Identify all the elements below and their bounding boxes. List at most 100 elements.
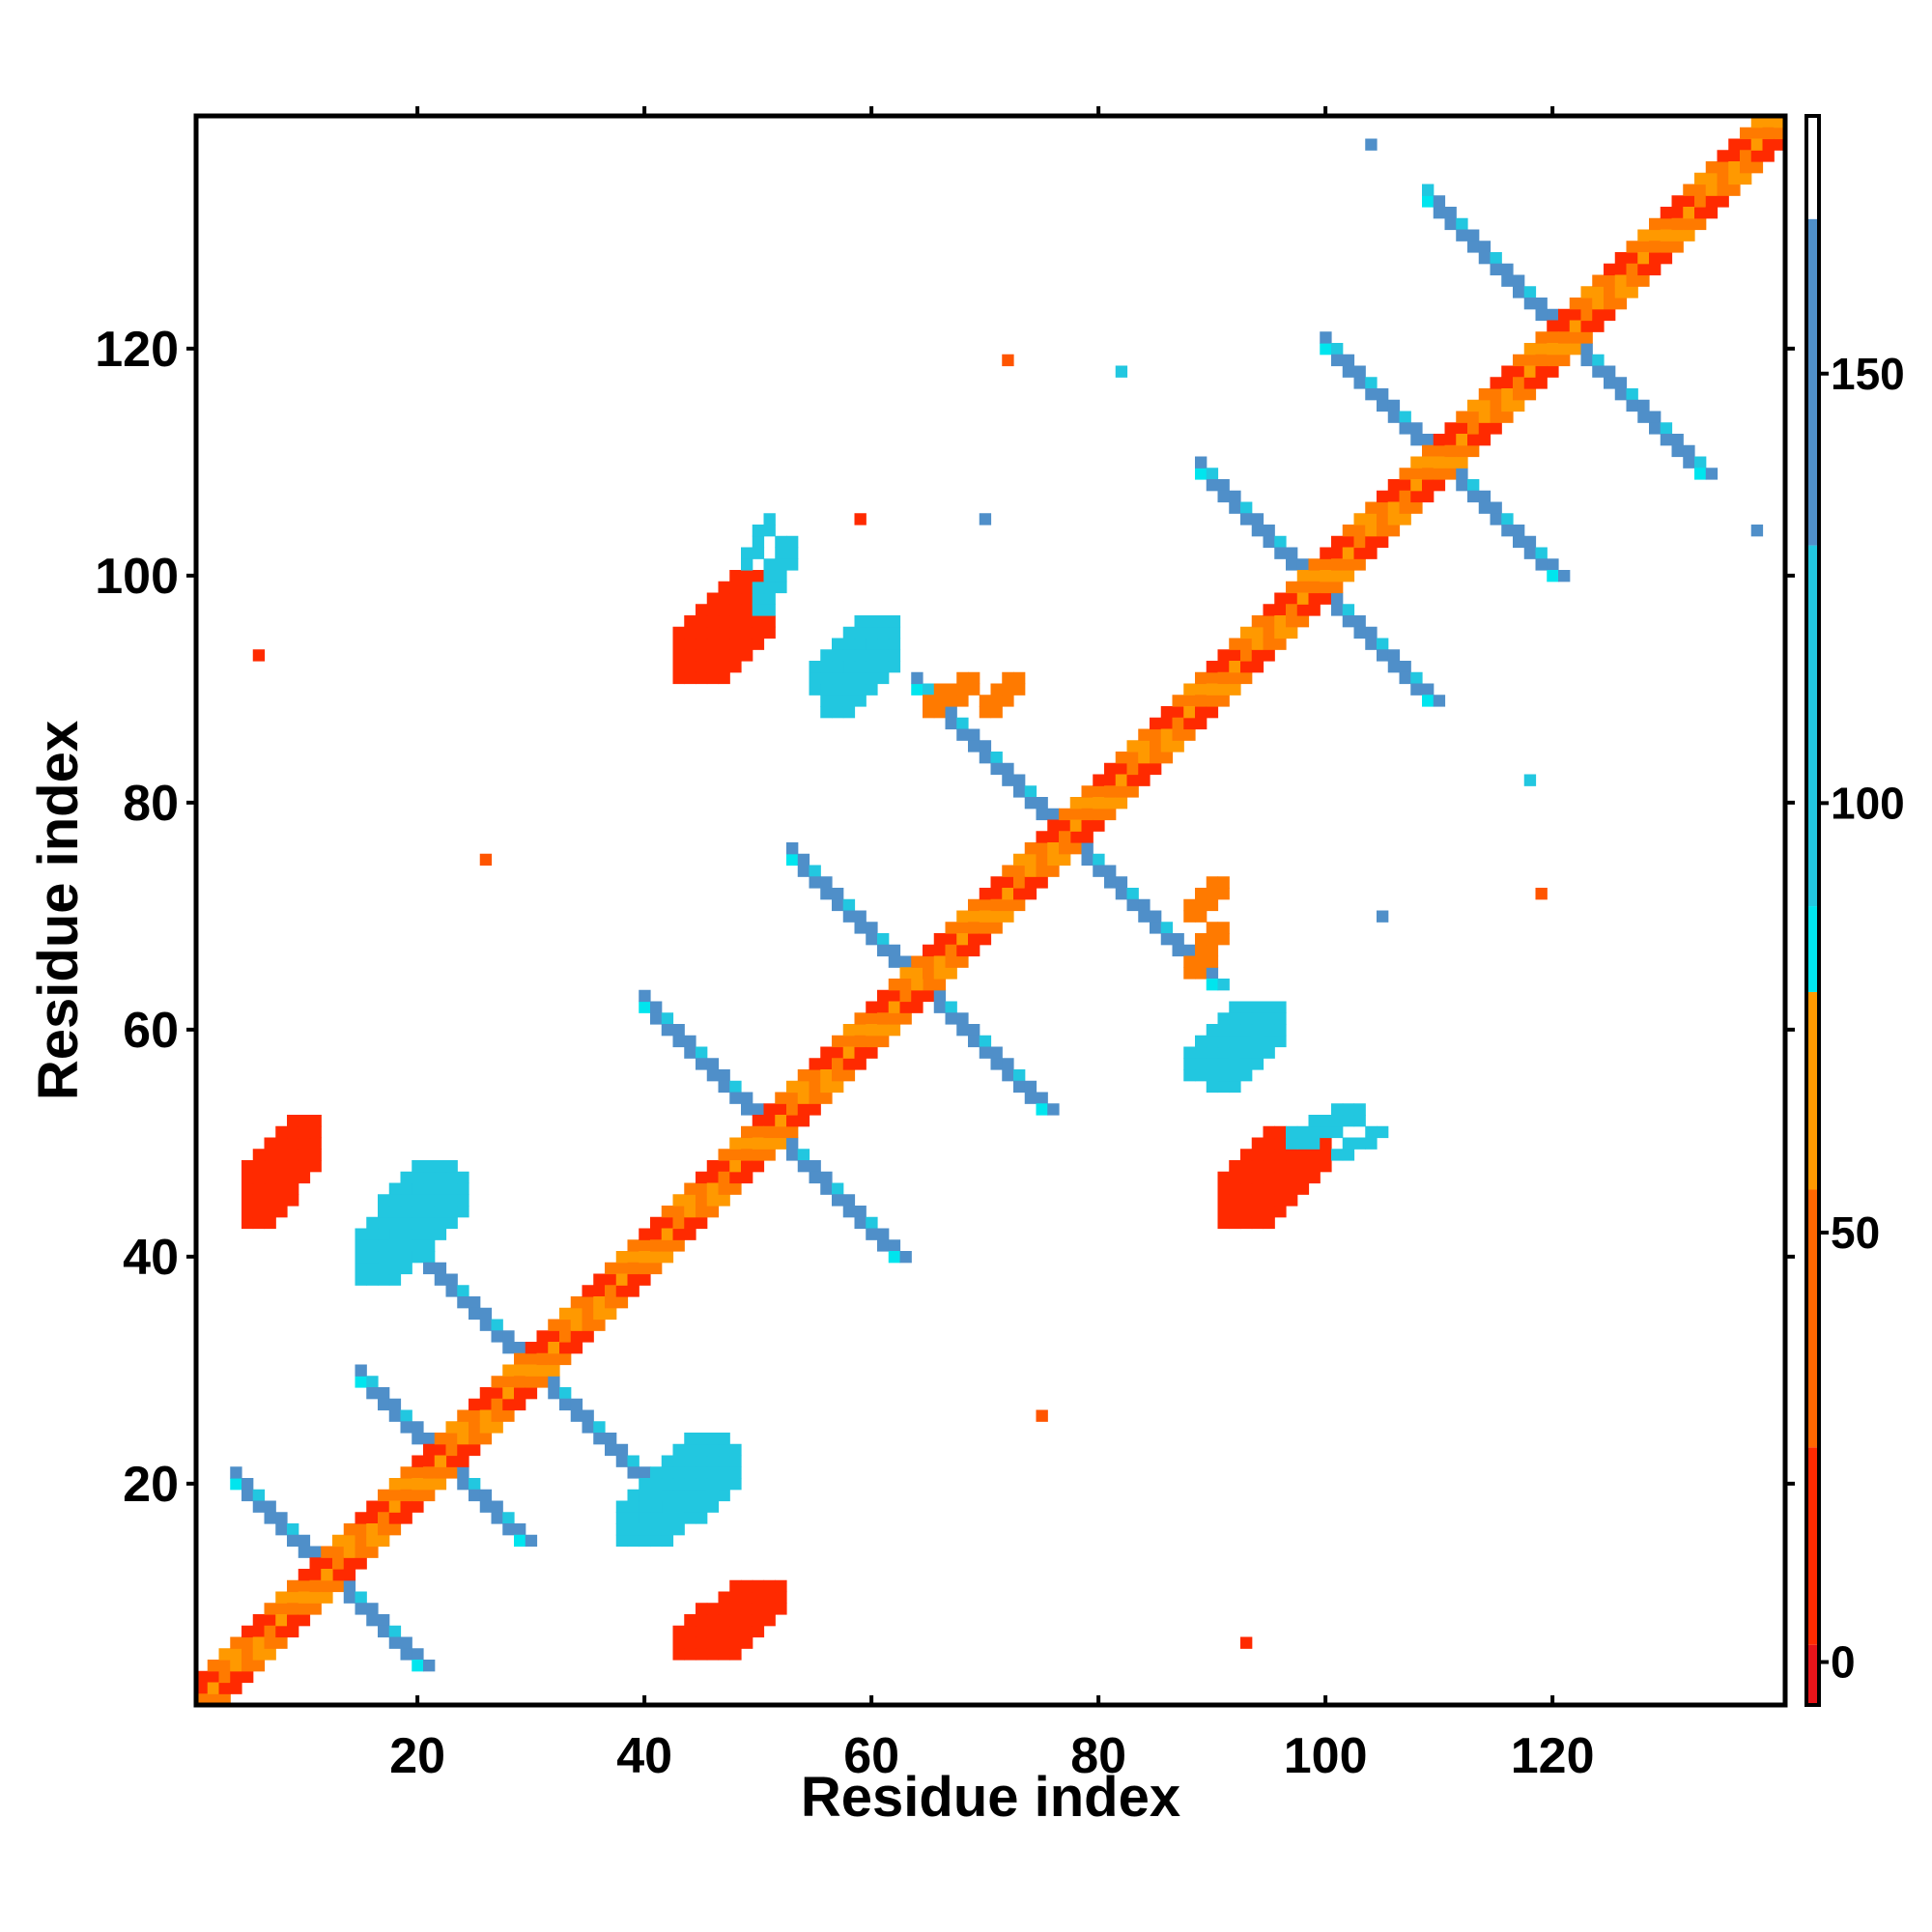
heatmap-cell bbox=[1274, 1149, 1287, 1161]
heatmap-cell bbox=[242, 1648, 254, 1661]
heatmap-cell bbox=[650, 1500, 663, 1513]
heatmap-cell bbox=[639, 1251, 651, 1264]
heatmap-cell bbox=[797, 865, 810, 877]
heatmap-cell bbox=[1490, 252, 1502, 265]
heatmap-cell bbox=[412, 1648, 424, 1661]
heatmap-cell bbox=[1365, 1125, 1378, 1139]
heatmap-cell bbox=[378, 1489, 390, 1502]
heatmap-cell bbox=[696, 1182, 708, 1195]
heatmap-cell bbox=[1251, 615, 1264, 628]
heatmap-cell bbox=[1229, 1206, 1241, 1218]
heatmap-cell bbox=[1138, 752, 1151, 764]
heatmap-cell bbox=[842, 649, 856, 662]
heatmap-cell bbox=[1604, 377, 1616, 389]
heatmap-cell bbox=[990, 876, 1003, 889]
heatmap-cell bbox=[1206, 706, 1219, 719]
heatmap-cell bbox=[729, 1466, 742, 1479]
heatmap-cell bbox=[1717, 184, 1729, 196]
heatmap-cell bbox=[1365, 535, 1378, 549]
heatmap-cell bbox=[1296, 1137, 1310, 1150]
heatmap-cell bbox=[990, 888, 1003, 900]
heatmap-cell bbox=[1535, 354, 1548, 367]
heatmap-cell bbox=[514, 1364, 526, 1377]
heatmap-cell bbox=[1740, 161, 1752, 174]
heatmap-cell bbox=[672, 1239, 685, 1252]
heatmap-cell bbox=[866, 626, 878, 639]
heatmap-cell bbox=[888, 1012, 901, 1025]
heatmap-cell bbox=[706, 1069, 720, 1082]
heatmap-cell bbox=[1286, 1149, 1298, 1161]
heatmap-cell bbox=[388, 1182, 402, 1195]
heatmap-cell bbox=[1626, 399, 1638, 412]
heatmap-cell bbox=[763, 615, 776, 628]
heatmap-cell bbox=[672, 1512, 685, 1524]
heatmap-cell bbox=[1558, 570, 1571, 582]
heatmap-cell bbox=[287, 1171, 299, 1184]
heatmap-cell bbox=[672, 1443, 685, 1457]
heatmap-cell bbox=[1240, 638, 1253, 650]
heatmap-cell bbox=[388, 1500, 402, 1513]
heatmap-cell bbox=[1331, 558, 1344, 571]
heatmap-cell bbox=[1478, 501, 1492, 514]
heatmap-cell bbox=[1467, 479, 1480, 492]
heatmap-cell bbox=[1002, 1058, 1014, 1070]
heatmap-cell bbox=[1410, 683, 1423, 696]
heatmap-cell bbox=[752, 638, 765, 650]
heatmap-cell bbox=[343, 1523, 356, 1536]
heatmap-cell bbox=[457, 1182, 469, 1195]
heatmap-cell bbox=[502, 1398, 515, 1411]
heatmap-cell bbox=[684, 615, 696, 628]
heatmap-cell bbox=[786, 842, 799, 855]
heatmap-cell bbox=[729, 1614, 742, 1627]
heatmap-cell bbox=[1377, 535, 1389, 549]
heatmap-cell bbox=[1365, 547, 1378, 559]
heatmap-cell bbox=[423, 1216, 436, 1230]
heatmap-cell bbox=[741, 1591, 753, 1604]
heatmap-cell bbox=[412, 1500, 424, 1513]
heatmap-cell bbox=[1263, 1046, 1275, 1059]
heatmap-cell bbox=[1263, 1171, 1275, 1184]
heatmap-cell bbox=[1229, 1216, 1241, 1230]
heatmap-cell bbox=[230, 1466, 242, 1479]
heatmap-cell bbox=[445, 1182, 458, 1195]
heatmap-cell bbox=[1013, 785, 1026, 798]
heatmap-cell bbox=[1467, 241, 1480, 253]
heatmap-cell bbox=[615, 1262, 629, 1275]
heatmap-cell bbox=[899, 1012, 912, 1025]
heatmap-cell bbox=[854, 695, 867, 707]
heatmap-cell bbox=[729, 649, 742, 662]
heatmap-cell bbox=[615, 1534, 629, 1548]
heatmap-cell bbox=[1671, 229, 1684, 242]
heatmap-cell bbox=[1047, 831, 1060, 843]
heatmap-cell bbox=[911, 955, 923, 968]
heatmap-cell bbox=[1387, 411, 1401, 423]
heatmap-cell bbox=[605, 1262, 617, 1275]
heatmap-cell bbox=[1002, 888, 1014, 900]
heatmap-cell bbox=[899, 979, 912, 991]
heatmap-cell bbox=[479, 1307, 493, 1321]
heatmap-cell bbox=[888, 979, 901, 991]
heatmap-cell bbox=[275, 1523, 288, 1536]
heatmap-cell bbox=[1240, 501, 1253, 514]
heatmap-cell bbox=[1274, 547, 1287, 559]
heatmap-cell bbox=[1286, 581, 1298, 594]
heatmap-cell bbox=[672, 1194, 685, 1207]
heatmap-cell bbox=[1433, 434, 1446, 446]
heatmap-cell bbox=[1240, 1001, 1253, 1013]
heatmap-cell bbox=[1251, 1216, 1264, 1230]
heatmap-cell bbox=[355, 1557, 367, 1570]
heatmap-cell bbox=[627, 1455, 639, 1467]
heatmap-cell bbox=[355, 1376, 367, 1388]
heatmap-cell bbox=[1467, 444, 1480, 458]
heatmap-cell bbox=[729, 661, 742, 673]
heatmap-cell bbox=[706, 661, 720, 673]
heatmap-cell bbox=[786, 1149, 799, 1161]
heatmap-cell bbox=[1705, 207, 1719, 219]
heatmap-cell bbox=[412, 1489, 424, 1502]
heatmap-cell bbox=[1274, 1137, 1287, 1150]
heatmap-cell bbox=[832, 888, 844, 900]
heatmap-cell bbox=[366, 1523, 379, 1536]
x-tick-label: 20 bbox=[389, 1728, 445, 1784]
heatmap-cell bbox=[809, 1058, 821, 1070]
heatmap-cell bbox=[990, 1058, 1003, 1070]
